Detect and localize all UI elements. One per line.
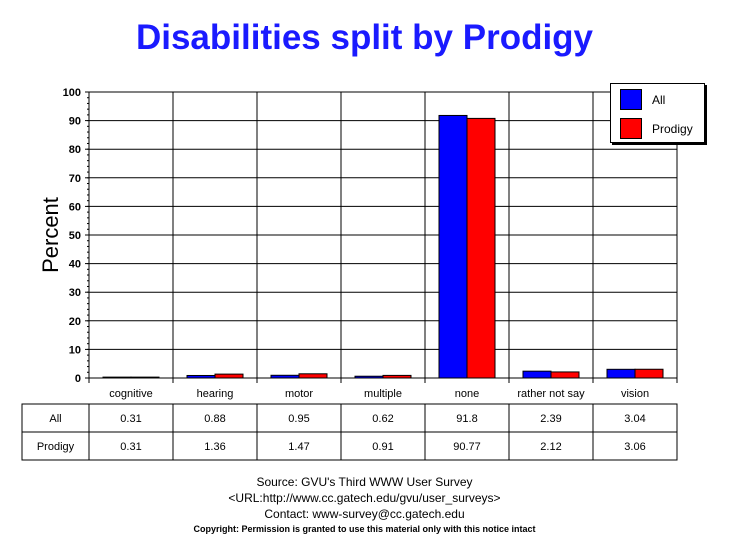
y-tick-label: 10: [69, 344, 81, 356]
x-tick-label: cognitive: [109, 388, 152, 400]
bar-prodigy: [214, 373, 244, 379]
bar-prodigy: [298, 373, 328, 379]
legend-swatch-all: [620, 89, 642, 110]
bar-prodigy: [382, 374, 412, 379]
data-table-cell: 2.12: [540, 441, 561, 453]
bar-prodigy: [550, 371, 580, 379]
footer-contact: Contact: www-survey@cc.gatech.edu: [264, 507, 465, 521]
chart-title: Disabilities split by Prodigy: [135, 18, 594, 57]
data-table-cell: 0.31: [120, 413, 141, 425]
legend-item-prodigy: Prodigy: [620, 118, 693, 139]
y-tick-label: 50: [69, 230, 81, 242]
data-table-cell: 0.95: [288, 413, 309, 425]
y-tick-label: 70: [69, 173, 81, 185]
data-table-cell: 1.47: [288, 441, 309, 453]
data-table-cell: 0.91: [372, 441, 393, 453]
bar-all: [102, 376, 132, 379]
y-tick-label: 100: [63, 87, 81, 99]
bar-all: [270, 374, 300, 379]
data-table-row-label: Prodigy: [37, 441, 75, 453]
bar-all: [354, 375, 384, 379]
y-tick-label: 30: [69, 287, 81, 299]
data-table-cell: 2.39: [540, 413, 561, 425]
legend-label-prodigy: Prodigy: [652, 121, 693, 136]
data-table-cell: 90.77: [453, 441, 481, 453]
footer-copyright: Copyright: Permission is granted to use …: [193, 524, 536, 534]
y-tick-label: 80: [69, 144, 81, 156]
x-tick-label: multiple: [364, 388, 402, 400]
x-tick-label: motor: [285, 388, 313, 400]
data-table-cell: 0.88: [204, 413, 225, 425]
bar-all: [186, 374, 216, 379]
x-tick-label: rather not say: [517, 388, 585, 400]
legend-label-all: All: [652, 92, 666, 107]
data-table-cell: 91.8: [456, 413, 477, 425]
data-table-cell: 0.62: [372, 413, 393, 425]
y-axis-label: Percent: [38, 197, 63, 273]
legend-swatch-prodigy: [620, 118, 642, 139]
bar-all: [606, 368, 636, 379]
x-tick-label: vision: [621, 388, 649, 400]
y-tick-label: 20: [69, 316, 81, 328]
footer-url: <URL:http://www.cc.gatech.edu/gvu/user_s…: [228, 491, 501, 505]
data-table-cell: 3.04: [624, 413, 645, 425]
y-tick-label: 90: [69, 116, 81, 128]
data-table-row-label: All: [49, 413, 61, 425]
x-tick-label: hearing: [197, 388, 234, 400]
bar-prodigy: [466, 117, 496, 379]
y-tick-label: 40: [69, 259, 81, 271]
bar-prodigy: [130, 376, 160, 379]
data-table-cell: 1.36: [204, 441, 225, 453]
bar-all: [522, 370, 552, 379]
legend-item-all: All: [620, 89, 665, 110]
x-tick-label: none: [455, 388, 479, 400]
bar-all: [438, 114, 468, 379]
data-table-cell: 3.06: [624, 441, 645, 453]
bar-prodigy: [634, 368, 664, 379]
legend: All Prodigy: [610, 83, 705, 143]
footer-source: Source: GVU's Third WWW User Survey: [256, 475, 473, 489]
y-tick-label: 0: [75, 373, 81, 385]
y-tick-label: 60: [69, 201, 81, 213]
data-table-cell: 0.31: [120, 441, 141, 453]
